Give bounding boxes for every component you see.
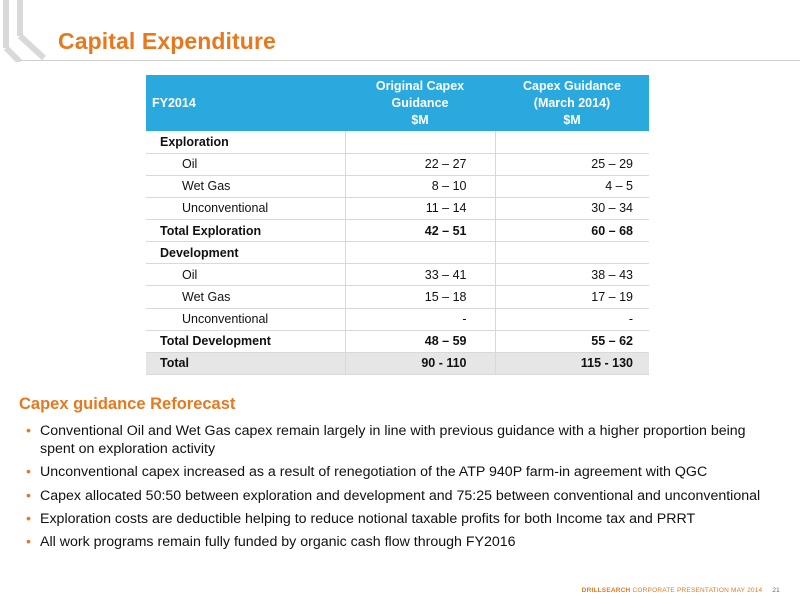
row-label: Oil [146,263,345,287]
table-row-grand-total: Total 90 - 110 115 - 130 [146,352,649,376]
row-label: Total Development [146,330,345,353]
table-row-total-exploration: Total Exploration 42 – 51 60 – 68 [146,219,649,243]
row-label: Oil [146,153,345,176]
march-value: 25 – 29 [494,153,649,176]
march-value: 55 – 62 [494,330,649,353]
header-line: Guidance [391,95,449,110]
header-line: $M [411,112,429,127]
page-title: Capital Expenditure [58,28,276,54]
table-row: Unconventional 11 – 14 30 – 34 [146,197,649,221]
original-value [344,241,495,265]
table-row: Unconventional - - [146,308,649,331]
header-line: Capex Guidance [523,78,621,93]
table-row: Development [146,241,649,265]
bullet-icon: • [26,534,31,551]
original-value: 42 – 51 [344,219,495,243]
row-label: Unconventional [146,308,345,331]
title-divider [20,60,800,61]
original-value: 11 – 14 [344,197,495,221]
bullet-icon: • [26,487,31,504]
header-line: (March 2014) [533,95,611,110]
row-label: Unconventional [146,197,345,221]
bullet-icon: • [26,510,31,527]
march-value: 60 – 68 [494,219,649,243]
header-line: Original Capex [375,78,465,93]
footer-brand: DRILLSEARCH [581,587,631,594]
table-row: Oil 22 – 27 25 – 29 [146,153,649,176]
table-row: Exploration [146,131,649,154]
list-item: • Capex allocated 50:50 between explorati… [24,487,784,505]
footer-text: CORPORATE PRESENTATION MAY 2014 [632,587,763,594]
march-value: 17 – 19 [494,285,649,309]
march-value [494,241,649,265]
list-item: • Conventional Oil and Wet Gas capex rema… [24,422,784,458]
footer: DRILLSEARCH CORPORATE PRESENTATION MAY 2… [582,587,780,594]
list-item: • All work programs remain fully funded b… [24,533,784,551]
table-row-total-development: Total Development 48 – 59 55 – 62 [146,330,649,353]
bullet-text: Conventional Oil and Wet Gas capex remai… [40,423,746,457]
table-header-row: FY2014 Original Capex Guidance $M Capex … [146,75,649,131]
bullet-icon: • [26,423,31,439]
reforecast-bullet-list: • Conventional Oil and Wet Gas capex rema… [24,422,784,556]
row-label: Exploration [146,131,345,154]
bullet-text: Exploration costs are deductible helping… [40,510,696,527]
march-value: 4 – 5 [494,175,649,198]
header-capex-guidance: Capex Guidance (March 2014) $M [495,75,649,131]
bullet-text: All work programs remain fully funded by… [40,534,516,551]
original-value: 33 – 41 [344,263,495,287]
march-value: 30 – 34 [494,197,649,221]
header-line: $M [563,112,581,127]
original-value: 22 – 27 [344,153,495,176]
bullet-icon: • [26,464,31,481]
original-value: 15 – 18 [344,285,495,309]
header-original-capex: Original Capex Guidance $M [345,75,495,131]
page-number: 21 [772,587,780,594]
bullet-text: Unconventional capex increased as a resu… [40,464,708,481]
table-row: Wet Gas 15 – 18 17 – 19 [146,285,649,309]
row-label: Wet Gas [146,285,345,309]
original-value: 90 - 110 [344,352,495,376]
table-row: Wet Gas 8 – 10 4 – 5 [146,175,649,198]
march-value: - [494,308,649,331]
row-label: Total Exploration [146,219,345,243]
row-label: Wet Gas [146,175,345,198]
capex-table: FY2014 Original Capex Guidance $M Capex … [146,75,649,376]
corner-decoration [3,0,47,62]
original-value [344,131,495,154]
bullet-text: Capex allocated 50:50 between exploratio… [40,487,761,504]
header-fy2014: FY2014 [146,75,345,131]
march-value: 38 – 43 [494,263,649,287]
row-label: Total [146,352,345,376]
original-value: 8 – 10 [344,175,495,198]
original-value: 48 – 59 [344,330,495,353]
march-value: 115 - 130 [494,352,649,376]
list-item: • Unconventional capex increased as a res… [24,463,784,481]
march-value [494,131,649,154]
row-label: Development [146,241,345,265]
original-value: - [344,308,495,331]
reforecast-heading: Capex guidance Reforecast [19,395,236,413]
table-row: Oil 33 – 41 38 – 43 [146,263,649,287]
list-item: • Exploration costs are deductible helpin… [24,510,784,528]
